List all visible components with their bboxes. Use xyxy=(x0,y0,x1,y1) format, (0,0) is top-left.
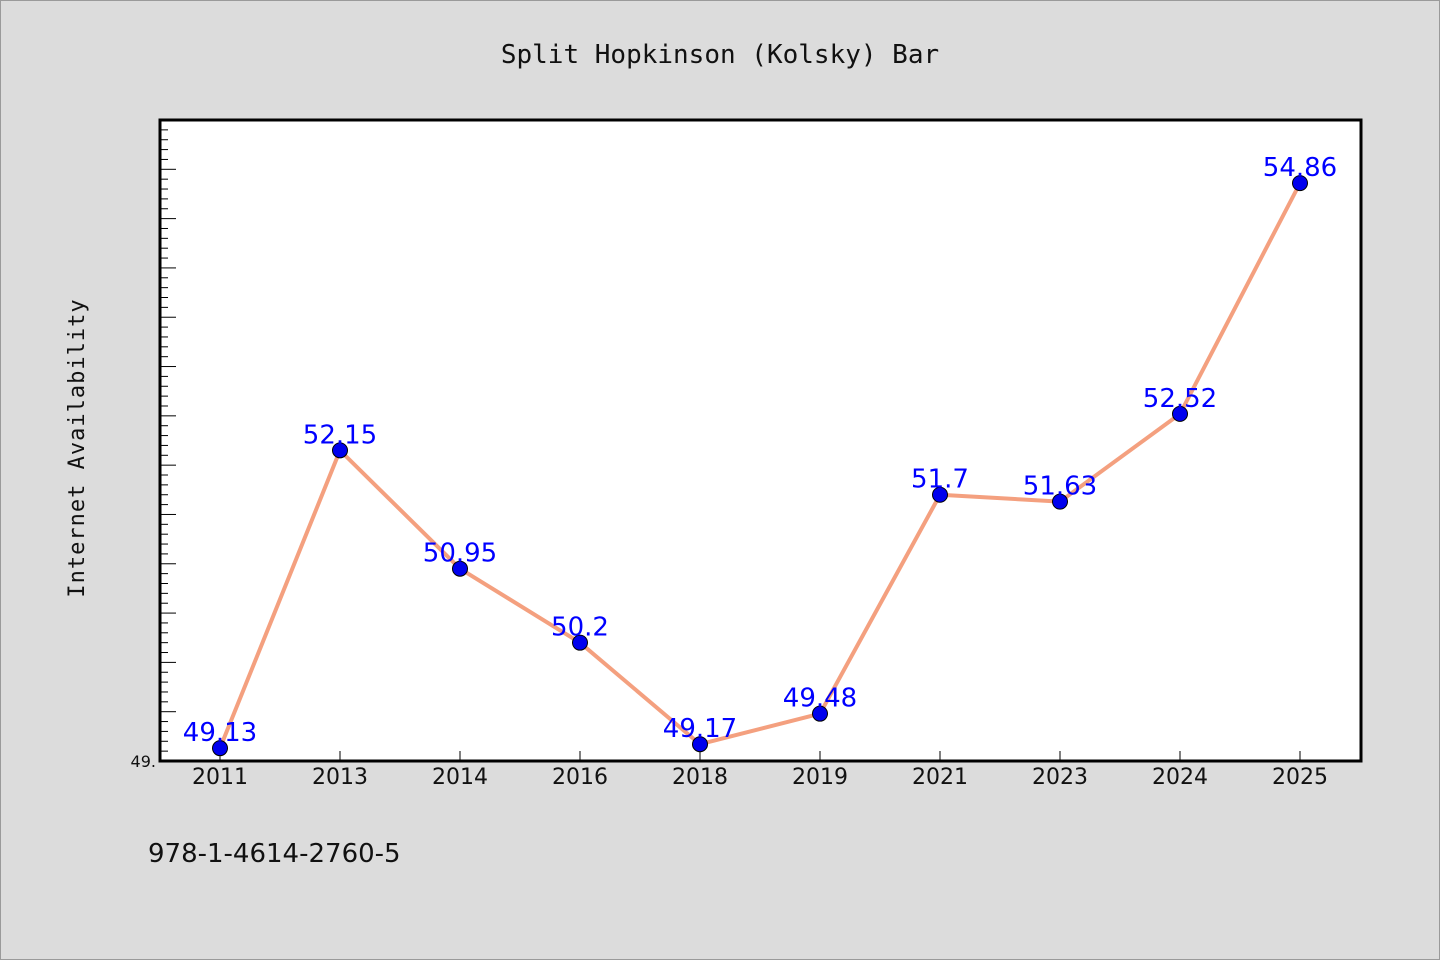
data-label: 50.95 xyxy=(423,539,497,569)
isbn-footer: 978-1-4614-2760-5 xyxy=(148,839,401,869)
data-label: 52.15 xyxy=(303,420,377,450)
y-axis-ticks: 49. xyxy=(131,119,176,771)
x-axis-ticks: 2011 2013 2014 2016 2018 2019 2021 2023 2024 2025 xyxy=(192,751,1328,790)
series-line-group xyxy=(218,181,1302,751)
x-tick-label: 2014 xyxy=(432,765,488,790)
x-tick-label: 2013 xyxy=(312,765,368,790)
x-tick-label: 2021 xyxy=(912,765,968,790)
x-tick-label: 2019 xyxy=(792,765,848,790)
data-label: 49.17 xyxy=(663,714,737,744)
data-point xyxy=(692,736,708,753)
data-point xyxy=(332,442,348,459)
data-label: 49.13 xyxy=(183,718,257,748)
data-label: 49.48 xyxy=(783,684,857,714)
data-label: 50.2 xyxy=(551,613,609,643)
x-tick-label: 2025 xyxy=(1272,765,1328,790)
y-tick-label: 49. xyxy=(131,752,156,771)
data-point xyxy=(1172,405,1188,422)
x-tick-label: 2018 xyxy=(672,765,728,790)
data-point xyxy=(812,705,828,722)
y-axis-label: Internet Availability xyxy=(65,298,90,597)
chart-title: Split Hopkinson (Kolsky) Bar xyxy=(501,40,939,70)
data-point xyxy=(452,560,468,577)
data-point xyxy=(1052,493,1068,510)
data-points xyxy=(212,175,1308,757)
x-tick-label: 2023 xyxy=(1032,765,1088,790)
data-point xyxy=(572,634,588,651)
series-line xyxy=(218,181,1302,751)
data-point xyxy=(212,740,228,757)
data-label: 51.7 xyxy=(911,465,969,495)
data-label: 54.86 xyxy=(1263,153,1337,183)
x-tick-label: 2011 xyxy=(192,765,248,790)
data-label: 51.63 xyxy=(1023,472,1097,502)
data-label: 52.52 xyxy=(1143,384,1217,414)
plot-area xyxy=(158,118,1363,763)
x-tick-label: 2024 xyxy=(1152,765,1208,790)
data-point xyxy=(932,486,948,503)
x-tick-label: 2016 xyxy=(552,765,608,790)
data-point xyxy=(1292,175,1308,192)
data-labels: 49.13 52.15 50.95 50.2 49.17 49.48 51.7 51.63 52… xyxy=(183,153,1337,748)
